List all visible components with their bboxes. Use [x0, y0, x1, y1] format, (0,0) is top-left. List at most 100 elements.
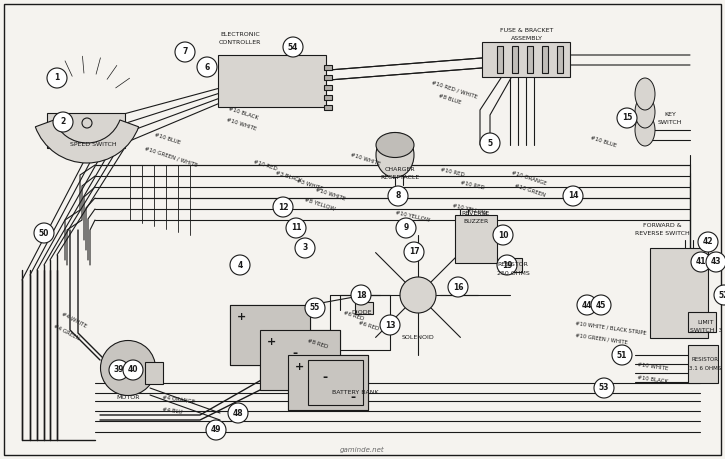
FancyBboxPatch shape: [542, 46, 548, 73]
Circle shape: [206, 420, 226, 440]
FancyBboxPatch shape: [308, 360, 363, 405]
Text: BUZZER: BUZZER: [463, 219, 489, 224]
Ellipse shape: [376, 133, 414, 178]
Circle shape: [714, 285, 725, 305]
Circle shape: [283, 37, 303, 57]
Circle shape: [380, 315, 400, 335]
Text: 48: 48: [233, 409, 244, 418]
Text: RESISTOR: RESISTOR: [497, 262, 529, 267]
Text: #10 GREEN / WHITE: #10 GREEN / WHITE: [144, 146, 199, 168]
Text: 8: 8: [395, 191, 401, 201]
Ellipse shape: [635, 114, 655, 146]
Text: 15: 15: [622, 113, 632, 123]
Text: #4 GREEN: #4 GREEN: [53, 324, 80, 341]
Text: 39: 39: [114, 365, 124, 375]
Text: 40: 40: [128, 365, 138, 375]
Text: #10 ORANGE: #10 ORANGE: [510, 171, 547, 187]
Text: 3.1 6 OHMS: 3.1 6 OHMS: [689, 366, 721, 371]
FancyBboxPatch shape: [455, 215, 497, 263]
Text: #10 RED: #10 RED: [439, 168, 465, 178]
Text: #10 YELLOW: #10 YELLOW: [452, 203, 487, 217]
Circle shape: [175, 42, 195, 62]
Ellipse shape: [101, 341, 155, 396]
Text: 5: 5: [487, 139, 492, 147]
FancyBboxPatch shape: [512, 46, 518, 73]
FancyBboxPatch shape: [355, 302, 373, 314]
FancyBboxPatch shape: [324, 105, 332, 110]
Text: #10 WHITE: #10 WHITE: [349, 153, 381, 167]
Text: 14: 14: [568, 191, 579, 201]
Text: #10 WHITE: #10 WHITE: [637, 363, 668, 372]
Circle shape: [404, 242, 424, 262]
Text: 49: 49: [211, 425, 221, 435]
Circle shape: [563, 186, 583, 206]
Ellipse shape: [635, 96, 655, 128]
Text: 2: 2: [60, 118, 66, 127]
Text: REVERSE: REVERSE: [462, 211, 490, 216]
Text: FORWARD &: FORWARD &: [642, 223, 682, 228]
Circle shape: [286, 218, 306, 238]
Circle shape: [396, 218, 416, 238]
Text: #3 BLACK: #3 BLACK: [274, 171, 302, 184]
Text: SPEED SWITCH: SPEED SWITCH: [70, 142, 116, 147]
Text: #6 RED: #6 RED: [342, 311, 364, 322]
Circle shape: [591, 295, 611, 315]
Text: ASSEMBLY: ASSEMBLY: [511, 36, 543, 41]
FancyBboxPatch shape: [260, 330, 340, 390]
Text: #10 RED / WHITE: #10 RED / WHITE: [431, 79, 479, 99]
Circle shape: [691, 252, 711, 272]
Text: ELECTRONIC: ELECTRONIC: [220, 32, 260, 37]
Ellipse shape: [635, 78, 655, 110]
Text: 54: 54: [288, 43, 298, 51]
Circle shape: [497, 255, 517, 275]
Wedge shape: [36, 120, 138, 163]
Circle shape: [351, 285, 371, 305]
Text: -: -: [292, 347, 297, 359]
Text: 42: 42: [703, 237, 713, 246]
Circle shape: [617, 108, 637, 128]
Text: 12: 12: [278, 202, 289, 212]
Text: #10 BLUE: #10 BLUE: [153, 133, 181, 146]
Text: #4 WHITE: #4 WHITE: [61, 312, 88, 329]
Circle shape: [305, 298, 325, 318]
Text: gaminde.net: gaminde.net: [340, 447, 384, 453]
Text: 43: 43: [710, 257, 721, 267]
Text: 53: 53: [599, 384, 609, 392]
Text: RECEPTACLE: RECEPTACLE: [381, 175, 420, 180]
Text: SWITCH: SWITCH: [658, 120, 682, 125]
Text: RESISTOR: RESISTOR: [692, 357, 718, 362]
Circle shape: [47, 68, 67, 88]
Text: 52: 52: [718, 291, 725, 300]
Text: BATTERY BANK: BATTERY BANK: [331, 390, 378, 395]
Circle shape: [295, 238, 315, 258]
Text: #6 RED: #6 RED: [357, 321, 379, 332]
Circle shape: [706, 252, 725, 272]
Circle shape: [34, 223, 54, 243]
Text: 1: 1: [54, 73, 59, 83]
Circle shape: [698, 232, 718, 252]
FancyBboxPatch shape: [218, 55, 326, 107]
Text: #10 BLACK: #10 BLACK: [637, 375, 668, 385]
Text: +: +: [295, 362, 304, 372]
Circle shape: [82, 118, 92, 128]
Text: #4 ORANGE: #4 ORANGE: [162, 396, 195, 405]
Text: 3: 3: [302, 244, 307, 252]
FancyBboxPatch shape: [497, 46, 503, 73]
Circle shape: [228, 403, 248, 423]
Text: FUSE & BRACKET: FUSE & BRACKET: [500, 28, 554, 33]
Text: #3 WHITE: #3 WHITE: [295, 179, 323, 192]
Text: #10 GREEN: #10 GREEN: [513, 184, 545, 198]
Text: #10 GREEN / WHITE: #10 GREEN / WHITE: [575, 332, 628, 345]
Text: 16: 16: [452, 282, 463, 291]
Text: #10 WHITE: #10 WHITE: [314, 188, 346, 202]
Text: LIMIT: LIMIT: [697, 320, 714, 325]
Circle shape: [480, 133, 500, 153]
Text: #10 RED: #10 RED: [252, 160, 277, 172]
Text: #8 RED: #8 RED: [306, 339, 328, 350]
Text: 41: 41: [696, 257, 706, 267]
Circle shape: [273, 197, 293, 217]
Circle shape: [388, 186, 408, 206]
Circle shape: [448, 277, 468, 297]
Ellipse shape: [376, 133, 414, 157]
FancyBboxPatch shape: [324, 95, 332, 100]
